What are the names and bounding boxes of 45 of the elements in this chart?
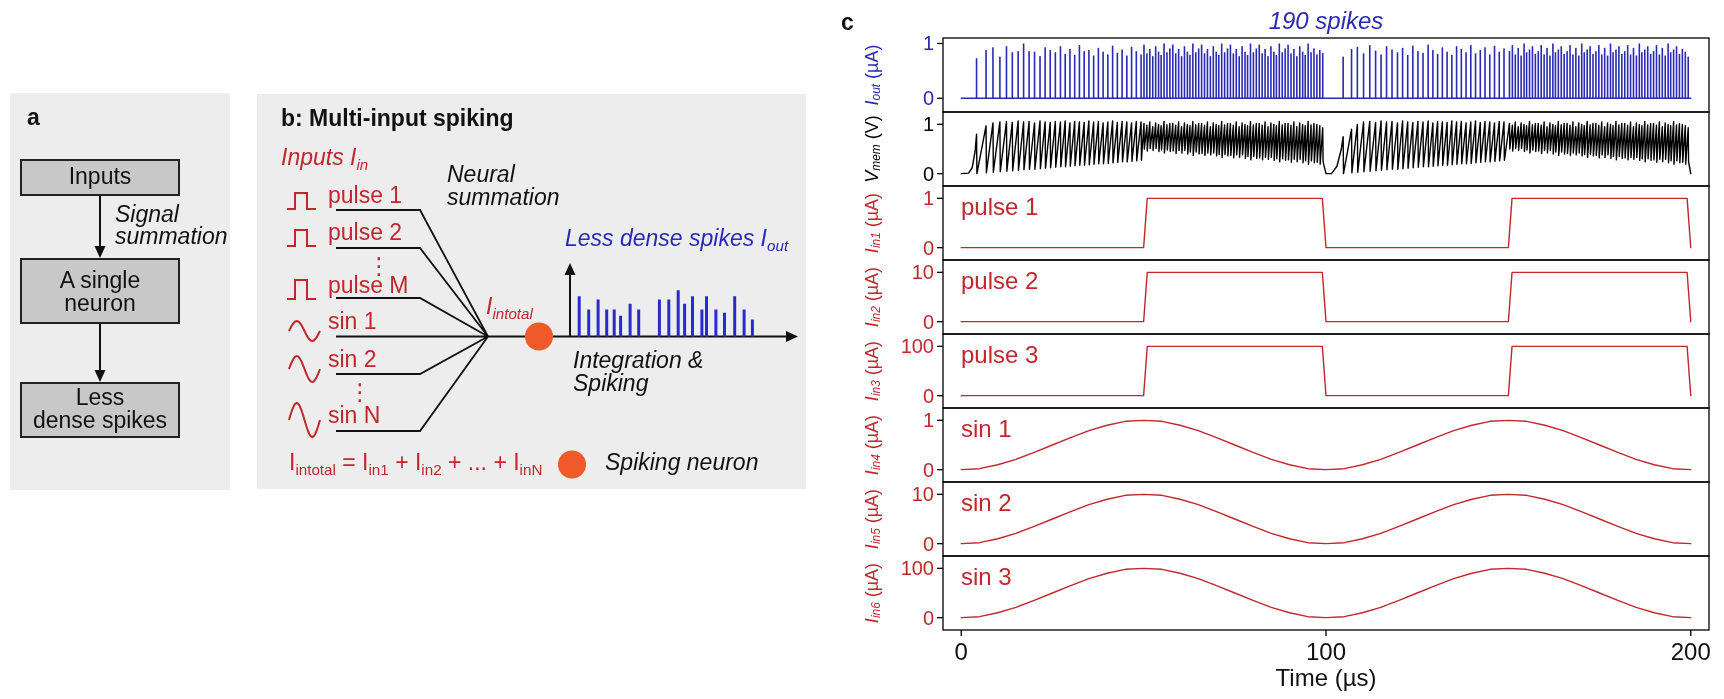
- line-series: [960, 120, 1692, 175]
- x-tick-label: 200: [1670, 638, 1711, 665]
- text: I$_{intotal}$ = I$_{in1}$ + I$_{in2}$ + ... + I$_{inN}$: [289, 449, 543, 478]
- y-tick-label: 1: [922, 409, 934, 432]
- y-tick-label: 100: [900, 557, 934, 580]
- text: Neural summation: [447, 161, 560, 210]
- y-tick-label: 0: [922, 458, 934, 481]
- annotation: pulse 3: [961, 341, 1039, 368]
- y-tick-label: 1: [922, 187, 934, 210]
- text: Integration & Spiking: [573, 347, 704, 396]
- text: c: [841, 9, 854, 35]
- line-series: [960, 567, 1692, 619]
- text: Inputs: [68, 163, 132, 189]
- annotation: sin 1: [961, 415, 1012, 442]
- line-series: [960, 419, 1692, 471]
- line-series: [960, 493, 1692, 545]
- y-tick-label: 0: [922, 310, 934, 333]
- y-tick-label: 1: [922, 113, 934, 136]
- text: a: [27, 104, 40, 130]
- text: Less dense spikes: [32, 384, 168, 433]
- y-tick-label: 0: [922, 384, 934, 407]
- y-tick-label: 10: [911, 261, 934, 284]
- text: Signal summation: [115, 201, 228, 249]
- y-tick-label: 0: [922, 87, 934, 110]
- x-axis-title: Time (µs): [1275, 664, 1377, 691]
- annotation: pulse 2: [961, 267, 1039, 294]
- text: b: Multi-input spiking: [281, 105, 514, 131]
- y-tick-label: 1: [922, 32, 934, 55]
- x-tick-label: 100: [1305, 638, 1347, 665]
- y-tick-label: 0: [922, 606, 934, 629]
- y-tick-label: 10: [911, 483, 934, 506]
- y-tick-label: 100: [900, 335, 934, 358]
- annotation: pulse 1: [961, 193, 1039, 220]
- annotation: sin 2: [961, 489, 1012, 516]
- text: Inputs I$_{in}$: [281, 144, 369, 173]
- text: Less dense spikes I$_{out}$: [565, 225, 789, 254]
- annotation: sin 3: [961, 563, 1012, 590]
- y-tick-label: 0: [922, 162, 934, 185]
- y-tick-label: 0: [922, 532, 934, 555]
- text: Spiking neuron: [605, 449, 759, 475]
- x-tick-label: 0: [954, 638, 968, 665]
- chart-title: 190 spikes: [1268, 7, 1384, 34]
- text: A single neuron: [59, 267, 141, 316]
- y-tick-label: 0: [922, 236, 934, 259]
- text: pulse 1: [328, 182, 403, 208]
